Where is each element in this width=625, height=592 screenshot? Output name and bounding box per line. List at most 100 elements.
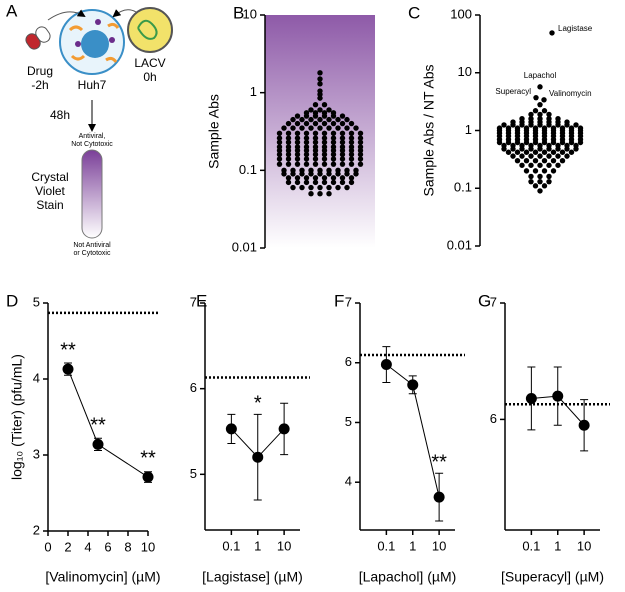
data-point <box>326 125 332 131</box>
data-point <box>330 147 337 154</box>
significance-label: ** <box>60 339 76 361</box>
data-point <box>407 379 419 391</box>
data-point <box>294 156 301 162</box>
y-tick-label: 4 <box>33 370 40 385</box>
data-point <box>514 125 521 131</box>
x-axis-label: [Valinomycin] (µM) <box>45 569 160 585</box>
data-point <box>501 146 507 152</box>
data-point <box>537 162 543 168</box>
y-tick-label: 1 <box>250 84 257 99</box>
data-point <box>330 161 337 167</box>
data-point <box>532 108 539 114</box>
data-point <box>317 191 323 197</box>
data-point <box>559 157 566 164</box>
y-axis-label: Sample Abs / NT Abs <box>421 64 437 196</box>
data-point <box>514 157 521 164</box>
data-point <box>546 146 552 152</box>
data-point <box>541 108 548 114</box>
x-tick-label: 10 <box>577 538 591 553</box>
significance-label: ** <box>90 415 106 437</box>
data-point <box>537 173 543 180</box>
data-point <box>317 81 323 87</box>
data-point <box>317 125 323 131</box>
data-point <box>303 139 310 145</box>
data-point <box>321 139 328 145</box>
data-point <box>335 125 341 131</box>
data-point <box>321 130 328 136</box>
data-point <box>555 162 561 168</box>
data-point <box>285 147 292 154</box>
data-point <box>528 178 534 185</box>
data-point <box>303 130 310 136</box>
data-point <box>525 392 537 404</box>
significance-label: ** <box>140 447 156 469</box>
data-point <box>541 157 548 164</box>
panel-label: B <box>233 3 244 22</box>
data-point <box>321 147 328 154</box>
x-axis-label: [Lapachol] (µM) <box>359 569 457 585</box>
y-tick-label: 0.01 <box>232 239 257 254</box>
data-point <box>276 156 283 162</box>
significance-label: * <box>254 393 262 415</box>
data-point <box>568 125 575 131</box>
data-point <box>317 76 323 82</box>
data-point <box>62 363 74 375</box>
y-tick-label: 6 <box>345 354 352 369</box>
data-point <box>303 161 310 167</box>
drug-label: Drug <box>27 64 53 78</box>
data-point <box>326 191 332 197</box>
virus <box>127 7 173 53</box>
data-point <box>568 149 575 155</box>
data-point <box>519 122 525 128</box>
x-tick-label: 10 <box>432 538 446 553</box>
data-point <box>546 162 552 168</box>
y-tick-label: 7 <box>490 294 497 309</box>
data-point <box>510 146 516 152</box>
drug-time: -2h <box>31 78 48 92</box>
annotation: Valinomycin <box>549 89 592 98</box>
data-point <box>541 168 548 174</box>
virus-label: LACV <box>134 56 165 70</box>
data-point <box>353 125 359 131</box>
cell-label: Huh7 <box>78 78 107 92</box>
data-point <box>532 168 539 174</box>
data-point <box>312 130 319 136</box>
data-point <box>501 122 507 128</box>
data-point <box>317 116 323 123</box>
data-point <box>252 451 264 463</box>
data-point <box>285 156 292 162</box>
data-point <box>312 156 319 162</box>
y-tick-label: 5 <box>33 294 40 309</box>
y-tick-label: 0.1 <box>239 162 257 177</box>
y-tick-label: 7 <box>190 294 197 309</box>
data-point <box>335 116 341 123</box>
data-point <box>541 125 548 131</box>
data-point <box>348 147 355 154</box>
data-point <box>294 139 301 145</box>
data-point <box>294 161 301 167</box>
data-point <box>532 125 539 131</box>
data-point <box>299 171 305 177</box>
data-point <box>303 156 310 162</box>
data-point <box>330 113 337 119</box>
data-point <box>142 471 154 483</box>
data-point <box>546 173 552 180</box>
data-point <box>537 146 543 152</box>
data-point <box>308 116 314 123</box>
x-tick-label: 8 <box>124 539 131 554</box>
x-tick-label: 0.1 <box>522 538 540 553</box>
data-point <box>505 125 512 131</box>
data-point <box>321 156 328 162</box>
data-point <box>357 151 364 158</box>
data-point <box>537 178 543 185</box>
data-point <box>321 161 328 167</box>
data-line <box>67 368 149 478</box>
data-point <box>532 139 539 146</box>
tube-top-label: Antiviral, <box>79 133 106 140</box>
data-point <box>578 419 590 431</box>
x-tick-label: 2 <box>64 539 71 554</box>
data-point <box>225 423 237 435</box>
y-tick-label: 6 <box>490 411 497 426</box>
data-point <box>330 156 337 162</box>
